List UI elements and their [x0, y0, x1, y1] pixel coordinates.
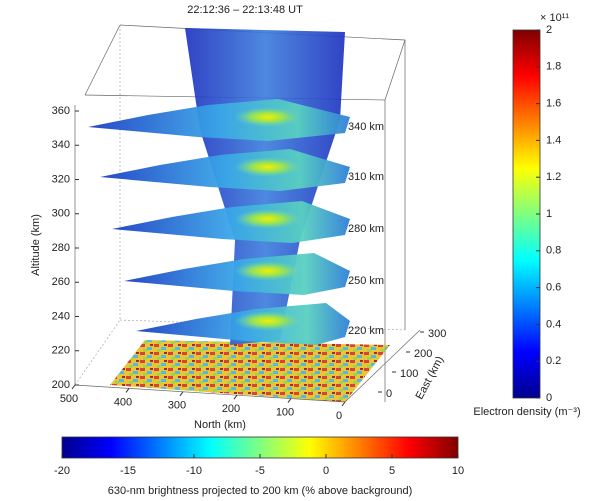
colorbar	[512, 29, 541, 399]
z-tick-label: 360	[52, 105, 70, 117]
y-tick-label: 100	[400, 368, 418, 380]
x-tick-label: 200	[222, 403, 240, 415]
slice-label: 280 km	[348, 223, 384, 235]
volume-box: 340 km 310 km 280 km 250 km 220 km	[74, 24, 421, 403]
colorbar-tick-label: 0	[546, 392, 552, 404]
colorbar-tick-label: 0.4	[546, 318, 561, 330]
z-axis-label: Altitude (km)	[30, 214, 42, 276]
z-tick-label: 240	[52, 310, 70, 322]
colorbar2-tick-label: -10	[186, 465, 202, 477]
colorbar2-tick-label: -20	[54, 465, 70, 477]
z-tick-label: 280	[52, 242, 70, 254]
slice-hotspot	[234, 107, 302, 127]
colorbar-tick-label: 1.2	[546, 171, 561, 183]
colorbar-exponent: × 10¹¹	[540, 12, 569, 24]
x-tick	[71, 384, 76, 390]
x-tick	[179, 391, 184, 397]
x-axis-label: North (km)	[194, 419, 246, 431]
colorbar2-tick-label: -5	[255, 465, 265, 477]
colorbar-tick-label: 0.8	[546, 245, 561, 257]
x-tick	[233, 394, 238, 400]
x-tick-label: 400	[114, 396, 132, 408]
slice-hotspot	[234, 157, 302, 177]
colorbar-tick-label: 0.6	[546, 282, 561, 294]
colorbar-tick-label: 2	[546, 24, 552, 36]
z-tick-label: 220	[52, 345, 70, 357]
colorbar-tick-label: 1.4	[546, 134, 561, 146]
colorbar-label: Electron density (m⁻³)	[473, 406, 580, 418]
z-tick-label: 200	[52, 379, 70, 391]
slice-hotspot	[234, 261, 302, 281]
x-tick	[125, 388, 130, 393]
colorbar-tick-label: 1	[546, 208, 552, 220]
slice	[112, 201, 350, 243]
z-tick-label: 260	[52, 276, 70, 288]
slice-label: 220 km	[348, 325, 384, 337]
x-tick	[341, 401, 346, 407]
colorbar-tick-label: 1.8	[546, 61, 561, 73]
colorbar2-tick-label: -15	[120, 465, 136, 477]
colorbar2-tick-label: 0	[323, 465, 329, 477]
colorbar2-label: 630-nm brightness projected to 200 km (%…	[108, 485, 413, 497]
x-tick-label: 500	[60, 393, 78, 405]
chart-title: 22:12:36 – 22:13:48 UT	[187, 4, 303, 16]
y-tick-label: 0	[386, 388, 392, 400]
y-tick-label: 200	[414, 348, 432, 360]
slice-label: 340 km	[348, 121, 384, 133]
slice-hotspot	[234, 209, 302, 229]
slice-label: 250 km	[348, 275, 384, 287]
colorbar2-tick-label: 5	[389, 465, 395, 477]
slice-hotspot	[234, 311, 302, 331]
x-tick-label: 0	[336, 410, 342, 422]
x-tick-label: 100	[276, 407, 294, 419]
x-tick-label: 300	[168, 400, 186, 412]
y-tick-label: 300	[428, 328, 446, 340]
x-tick	[287, 398, 292, 403]
z-tick-label: 340	[52, 139, 70, 151]
z-tick-label: 300	[52, 208, 70, 220]
colorbar-tick-label: 1.6	[546, 98, 561, 110]
z-tick-label: 320	[52, 173, 70, 185]
y-axis-label: East (km)	[414, 354, 447, 401]
colorbar2-tick-label: 10	[452, 465, 464, 477]
colorbar-tick-label: 0.2	[546, 355, 561, 367]
slice-label: 310 km	[348, 171, 384, 183]
